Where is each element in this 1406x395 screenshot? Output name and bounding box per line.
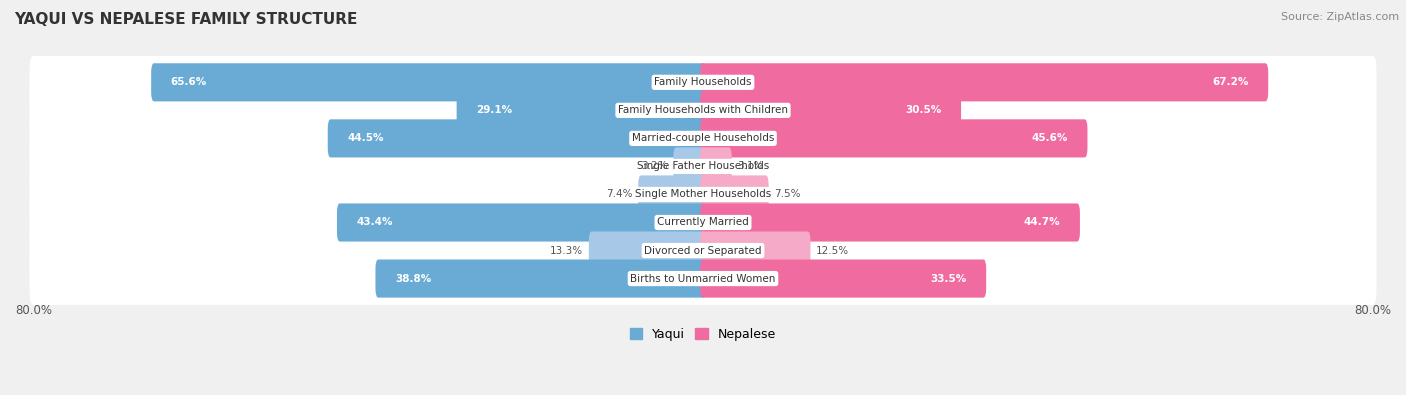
FancyBboxPatch shape <box>700 175 769 214</box>
FancyBboxPatch shape <box>337 203 706 242</box>
FancyBboxPatch shape <box>30 252 1376 305</box>
Text: 29.1%: 29.1% <box>477 105 512 115</box>
Text: Single Father Households: Single Father Households <box>637 162 769 171</box>
FancyBboxPatch shape <box>673 147 706 186</box>
Text: Births to Unmarried Women: Births to Unmarried Women <box>630 274 776 284</box>
Text: Single Mother Households: Single Mother Households <box>636 190 770 199</box>
FancyBboxPatch shape <box>30 140 1376 193</box>
FancyBboxPatch shape <box>152 63 706 102</box>
FancyBboxPatch shape <box>328 119 706 158</box>
FancyBboxPatch shape <box>30 112 1376 165</box>
FancyBboxPatch shape <box>589 231 706 270</box>
Text: 43.4%: 43.4% <box>357 218 394 228</box>
Text: Divorced or Separated: Divorced or Separated <box>644 246 762 256</box>
Text: 65.6%: 65.6% <box>170 77 207 87</box>
Text: Currently Married: Currently Married <box>657 218 749 228</box>
FancyBboxPatch shape <box>700 63 1268 102</box>
FancyBboxPatch shape <box>700 260 986 297</box>
Text: Family Households: Family Households <box>654 77 752 87</box>
FancyBboxPatch shape <box>30 84 1376 137</box>
Text: YAQUI VS NEPALESE FAMILY STRUCTURE: YAQUI VS NEPALESE FAMILY STRUCTURE <box>14 12 357 27</box>
Text: Source: ZipAtlas.com: Source: ZipAtlas.com <box>1281 12 1399 22</box>
Text: 12.5%: 12.5% <box>815 246 849 256</box>
Text: 7.4%: 7.4% <box>606 190 633 199</box>
FancyBboxPatch shape <box>700 147 731 186</box>
Text: 44.5%: 44.5% <box>347 134 384 143</box>
FancyBboxPatch shape <box>375 260 706 297</box>
FancyBboxPatch shape <box>457 91 706 130</box>
Text: 67.2%: 67.2% <box>1212 77 1249 87</box>
Text: 44.7%: 44.7% <box>1024 218 1060 228</box>
Text: 13.3%: 13.3% <box>550 246 583 256</box>
Text: Married-couple Households: Married-couple Households <box>631 134 775 143</box>
FancyBboxPatch shape <box>700 119 1087 158</box>
Text: 3.1%: 3.1% <box>737 162 763 171</box>
FancyBboxPatch shape <box>700 231 810 270</box>
Text: 33.5%: 33.5% <box>931 274 966 284</box>
FancyBboxPatch shape <box>700 91 962 130</box>
FancyBboxPatch shape <box>30 56 1376 109</box>
Legend: Yaqui, Nepalese: Yaqui, Nepalese <box>624 323 782 346</box>
Text: 3.2%: 3.2% <box>641 162 668 171</box>
Text: 45.6%: 45.6% <box>1032 134 1069 143</box>
Text: 7.5%: 7.5% <box>775 190 800 199</box>
Text: 30.5%: 30.5% <box>905 105 942 115</box>
FancyBboxPatch shape <box>638 175 706 214</box>
Text: Family Households with Children: Family Households with Children <box>619 105 787 115</box>
FancyBboxPatch shape <box>700 203 1080 242</box>
FancyBboxPatch shape <box>30 168 1376 221</box>
FancyBboxPatch shape <box>30 224 1376 277</box>
Text: 38.8%: 38.8% <box>395 274 432 284</box>
FancyBboxPatch shape <box>30 196 1376 249</box>
